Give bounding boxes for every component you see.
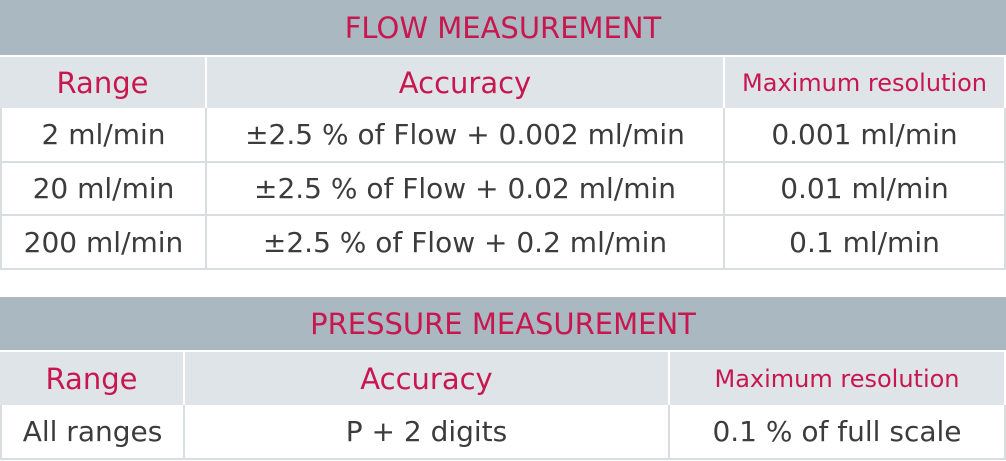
table-cell: All ranges bbox=[0, 405, 185, 460]
table-cell: 20 ml/min bbox=[0, 163, 207, 216]
column-header: Maximum resolution bbox=[725, 55, 1006, 108]
table-cell: 0.001 ml/min bbox=[725, 108, 1006, 163]
column-header: Accuracy bbox=[185, 350, 670, 405]
table-cell: ±2.5 % of Flow + 0.2 ml/min bbox=[207, 216, 725, 270]
table-cell: ±2.5 % of Flow + 0.02 ml/min bbox=[207, 163, 725, 216]
table-cell: 200 ml/min bbox=[0, 216, 207, 270]
table-cell: 0.01 ml/min bbox=[725, 163, 1006, 216]
table-cell: 0.1 % of full scale bbox=[670, 405, 1006, 460]
column-header: Range bbox=[0, 350, 185, 405]
table-cell: 0.1 ml/min bbox=[725, 216, 1006, 270]
table-title: FLOW MEASUREMENT bbox=[0, 0, 1006, 55]
table-title: PRESSURE MEASUREMENT bbox=[0, 297, 1006, 350]
column-header: Maximum resolution bbox=[670, 350, 1006, 405]
column-header: Range bbox=[0, 55, 207, 108]
table-cell: ±2.5 % of Flow + 0.002 ml/min bbox=[207, 108, 725, 163]
table-cell: 2 ml/min bbox=[0, 108, 207, 163]
table-cell: P + 2 digits bbox=[185, 405, 670, 460]
column-header: Accuracy bbox=[207, 55, 725, 108]
